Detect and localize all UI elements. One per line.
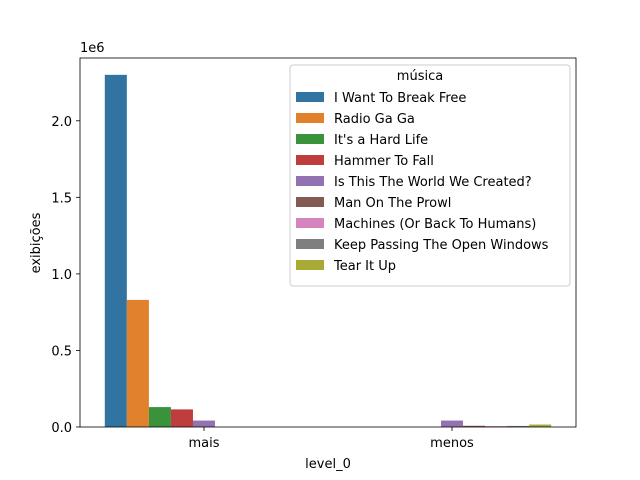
y-axis-label: exibições xyxy=(29,212,44,273)
legend-box xyxy=(289,64,571,287)
bar-menos-5 xyxy=(463,425,486,427)
legend-entry: Keep Passing The Open Windows xyxy=(334,238,549,253)
bar-mais-1 xyxy=(126,299,149,427)
legend-swatch xyxy=(296,113,324,123)
y-offset-label: 1e6 xyxy=(80,41,105,56)
bar-menos-8 xyxy=(529,424,552,427)
legend-title: música xyxy=(397,69,443,84)
bar-mais-4 xyxy=(192,420,216,427)
bars-group xyxy=(104,74,552,427)
legend-entry: Is This The World We Created? xyxy=(334,175,532,190)
bar-mais-2 xyxy=(148,407,171,427)
x-axis-label: level_0 xyxy=(305,457,351,472)
legend-swatch xyxy=(296,92,324,102)
bar-mais-3 xyxy=(170,409,193,427)
y-tick-label: 2.0 xyxy=(51,115,72,130)
legend-entry: Hammer To Fall xyxy=(334,154,434,169)
legend-swatch xyxy=(296,176,324,186)
legend-entry: Man On The Prowl xyxy=(334,196,451,211)
y-tick-label: 1.5 xyxy=(51,191,72,206)
legend-entry: Tear It Up xyxy=(333,259,396,274)
legend-entry: I Want To Break Free xyxy=(334,91,466,106)
legend-swatch xyxy=(296,218,324,228)
axes-group: 0.0 0.5 1.0 1.5 2.0 mais menos xyxy=(51,57,577,451)
legend-swatch xyxy=(296,260,324,270)
y-tick-label: 0.5 xyxy=(51,344,72,359)
bar-mais-0 xyxy=(104,74,127,427)
legend: música I Want To Break Free Radio Ga Ga It'… xyxy=(289,64,571,287)
x-tick-label: menos xyxy=(430,436,474,451)
legend-swatch xyxy=(296,239,324,249)
bar-menos-4 xyxy=(440,420,464,427)
plot-frame xyxy=(79,57,577,428)
y-tick-label: 1.0 xyxy=(51,268,72,283)
x-tick-label: mais xyxy=(188,436,219,451)
legend-swatch xyxy=(296,197,324,207)
bar-menos-7 xyxy=(507,425,530,427)
legend-entry: Machines (Or Back To Humans) xyxy=(334,217,536,232)
legend-swatch xyxy=(296,134,324,144)
y-tick-label: 0.0 xyxy=(51,421,72,436)
legend-swatch xyxy=(296,155,324,165)
legend-entry: Radio Ga Ga xyxy=(334,112,415,127)
legend-entry: It's a Hard Life xyxy=(334,133,428,148)
bar-menos-6 xyxy=(485,426,508,427)
